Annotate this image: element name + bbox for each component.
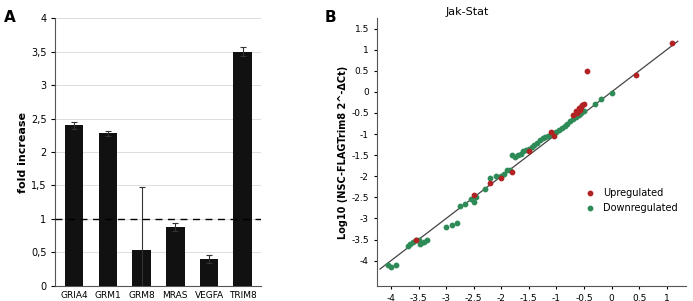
Upregulated: [573, 106, 584, 110]
Upregulated: [570, 108, 581, 113]
Downregulated: [460, 201, 471, 206]
Downregulated: [518, 148, 529, 153]
Upregulated: [468, 193, 480, 198]
Upregulated: [523, 148, 534, 153]
Legend: Upregulated, Downregulated: Upregulated, Downregulated: [577, 184, 681, 216]
Downregulated: [507, 153, 518, 158]
Downregulated: [504, 168, 515, 172]
Upregulated: [548, 134, 559, 138]
Downregulated: [402, 244, 413, 248]
Downregulated: [606, 90, 617, 95]
Upregulated: [581, 68, 593, 73]
Downregulated: [391, 262, 402, 267]
Downregulated: [421, 237, 432, 242]
Downregulated: [537, 136, 548, 141]
Downregulated: [383, 262, 394, 267]
Downregulated: [407, 239, 419, 244]
Downregulated: [498, 172, 509, 177]
Downregulated: [479, 187, 490, 191]
Downregulated: [543, 134, 554, 138]
Downregulated: [529, 142, 540, 147]
Downregulated: [540, 135, 551, 140]
Downregulated: [565, 119, 576, 124]
Downregulated: [416, 240, 427, 245]
Text: A: A: [4, 10, 16, 25]
Upregulated: [484, 180, 495, 185]
Downregulated: [570, 115, 581, 119]
Bar: [65, 125, 83, 286]
Upregulated: [572, 110, 583, 115]
Text: Jak-Stat: Jak-Stat: [445, 7, 489, 17]
Downregulated: [579, 108, 590, 113]
Upregulated: [507, 170, 518, 175]
Downregulated: [455, 203, 466, 208]
Downregulated: [490, 174, 501, 179]
Downregulated: [405, 241, 416, 246]
Downregulated: [520, 148, 532, 153]
Downregulated: [576, 110, 587, 115]
Upregulated: [631, 73, 642, 77]
Downregulated: [468, 199, 480, 204]
Bar: [234, 51, 252, 286]
Downregulated: [410, 237, 421, 242]
Upregulated: [579, 101, 590, 106]
Y-axis label: fold increase: fold increase: [18, 111, 28, 193]
Downregulated: [595, 97, 606, 102]
Downregulated: [509, 155, 520, 160]
Bar: [132, 250, 151, 286]
Downregulated: [446, 222, 457, 227]
Downregulated: [559, 123, 570, 128]
Downregulated: [573, 113, 584, 117]
Bar: [166, 227, 184, 286]
Downregulated: [532, 140, 543, 145]
Downregulated: [413, 237, 424, 242]
Downregulated: [385, 265, 396, 269]
Upregulated: [577, 103, 588, 108]
Downregulated: [495, 174, 507, 179]
Bar: [200, 259, 218, 286]
Upregulated: [576, 104, 587, 109]
Downregulated: [414, 241, 426, 246]
Downregulated: [556, 125, 568, 130]
Upregulated: [495, 176, 507, 181]
Y-axis label: Log10 (NSC-FLAGTrim8 2^-ΔCt): Log10 (NSC-FLAGTrim8 2^-ΔCt): [338, 65, 349, 239]
Bar: [98, 133, 117, 286]
Downregulated: [466, 197, 477, 202]
Downregulated: [545, 132, 556, 136]
Upregulated: [568, 113, 579, 117]
Downregulated: [554, 127, 565, 132]
Downregulated: [562, 121, 573, 126]
Downregulated: [441, 225, 452, 229]
Downregulated: [419, 239, 430, 244]
Downregulated: [452, 220, 463, 225]
Downregulated: [471, 195, 482, 200]
Upregulated: [410, 237, 421, 242]
Downregulated: [568, 117, 579, 122]
Upregulated: [667, 41, 678, 46]
Downregulated: [515, 152, 526, 157]
Downregulated: [484, 176, 495, 181]
Downregulated: [590, 101, 601, 106]
Downregulated: [534, 138, 545, 143]
Downregulated: [512, 153, 523, 158]
Downregulated: [501, 168, 512, 172]
Downregulated: [526, 144, 537, 149]
Downregulated: [523, 146, 534, 151]
Downregulated: [548, 131, 559, 136]
Upregulated: [545, 129, 556, 134]
Downregulated: [551, 129, 562, 134]
Upregulated: [574, 107, 585, 112]
Text: B: B: [325, 10, 336, 25]
